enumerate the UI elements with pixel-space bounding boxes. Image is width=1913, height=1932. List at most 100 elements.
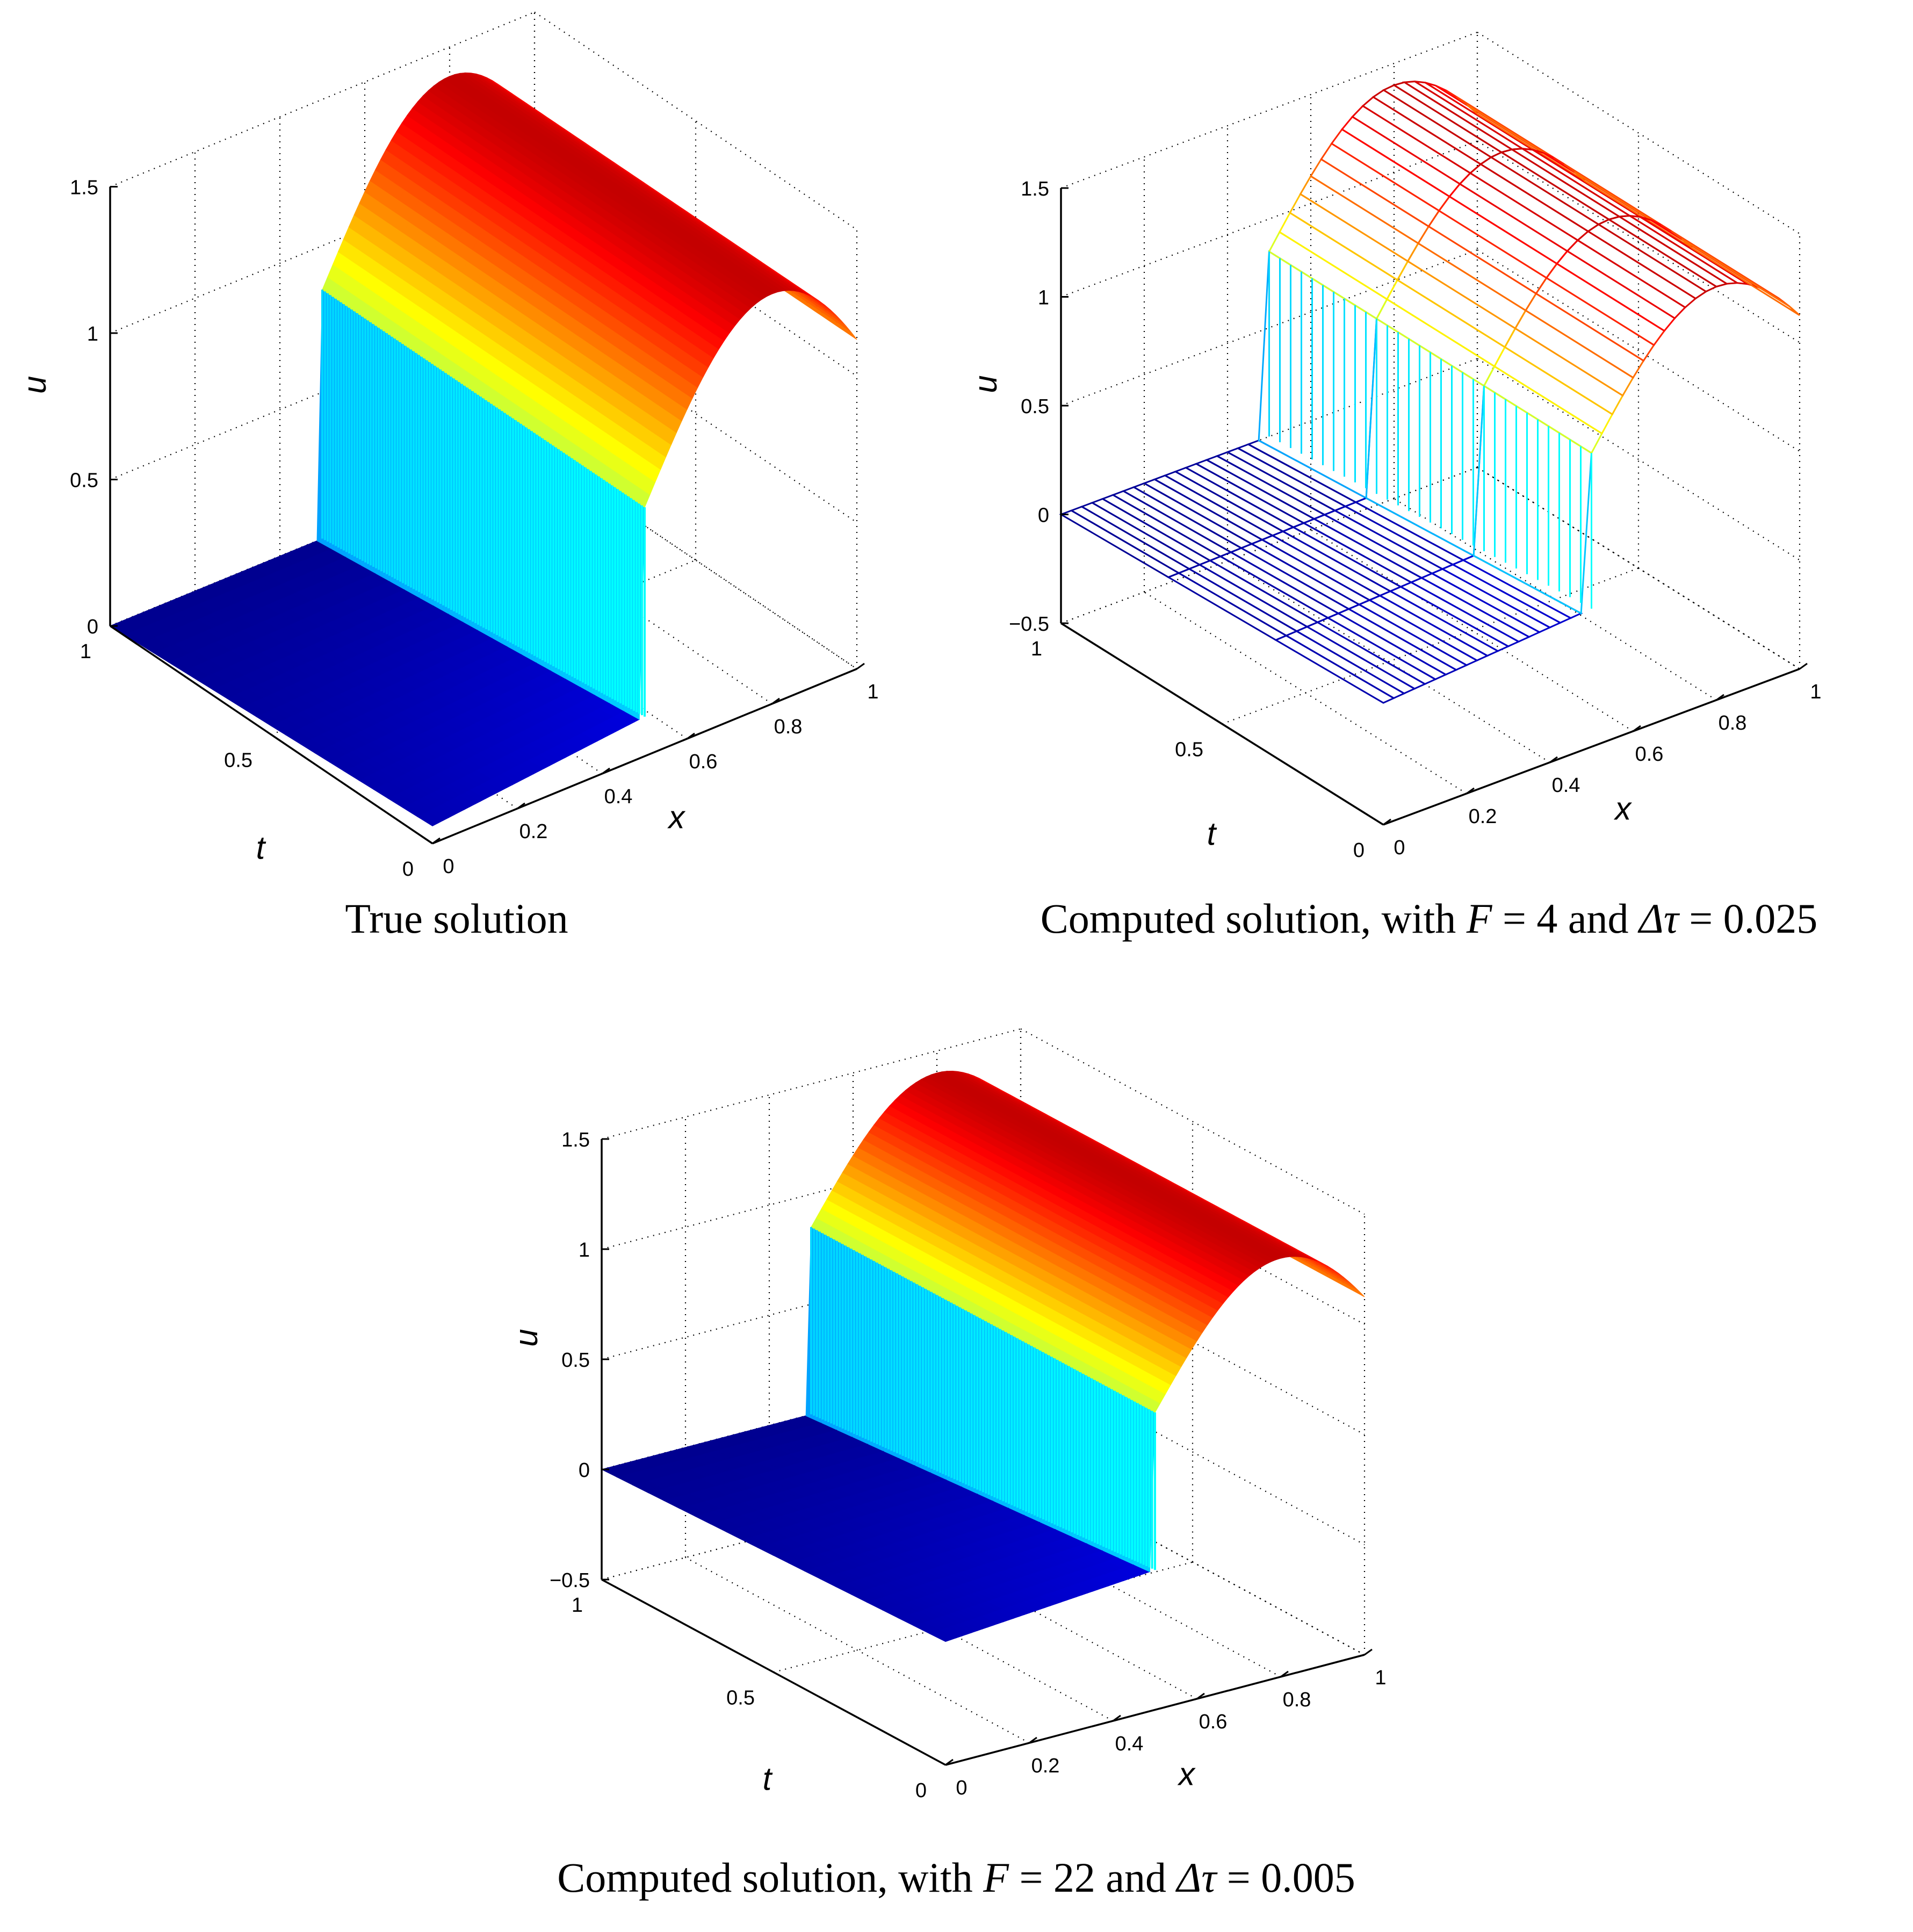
grid-line bbox=[1477, 32, 1800, 234]
surface-cell bbox=[1100, 494, 1223, 562]
t-tick-label: 0 bbox=[1353, 839, 1365, 862]
x-tick-mark bbox=[1549, 756, 1558, 763]
surface-cell bbox=[1493, 345, 1614, 435]
z-tick-label: 1 bbox=[87, 323, 98, 345]
z-tick-label: −0.5 bbox=[1009, 613, 1049, 636]
x-axis-line bbox=[1383, 668, 1800, 826]
x-tick-label: 1 bbox=[1375, 1667, 1386, 1689]
x-tick-mark bbox=[1383, 818, 1391, 826]
t-axis-line bbox=[1060, 622, 1384, 826]
x-tick-label: 0.8 bbox=[1719, 712, 1747, 734]
grid-line bbox=[1020, 1028, 1365, 1215]
z-tick-label: 1.5 bbox=[1021, 178, 1049, 200]
x-axis-label: x bbox=[1177, 1756, 1196, 1792]
t-axis-line bbox=[601, 1578, 946, 1766]
surface-cell bbox=[1681, 238, 1800, 316]
z-axis-label: u bbox=[17, 376, 53, 394]
surface-cell bbox=[1142, 478, 1264, 545]
surface-cell bbox=[1472, 384, 1593, 615]
t-axis-line bbox=[110, 625, 433, 845]
t-tick-label: 0.5 bbox=[1175, 739, 1203, 761]
t-axis-label: t bbox=[256, 830, 266, 866]
grid-line bbox=[1477, 358, 1800, 561]
z-tick-label: 0 bbox=[87, 616, 98, 638]
caption-mid2: = 0.005 bbox=[1216, 1854, 1355, 1901]
surface-cell bbox=[1607, 215, 1729, 288]
surface-cell bbox=[1343, 1282, 1365, 1297]
x-tick-label: 0.8 bbox=[1283, 1689, 1311, 1711]
x-tick-label: 0.4 bbox=[604, 785, 633, 808]
surface-cell bbox=[1440, 564, 1562, 629]
t-tick-label: 1 bbox=[572, 1594, 583, 1617]
surface-cell bbox=[1514, 309, 1635, 397]
jump-wall bbox=[810, 1227, 1156, 1570]
x-axis-label: x bbox=[667, 799, 686, 835]
caption-var-f: F bbox=[983, 1854, 1009, 1901]
surface-cell bbox=[1555, 250, 1676, 332]
surface-cell bbox=[1152, 474, 1275, 541]
grid-line bbox=[601, 1028, 1021, 1140]
z-tick-label: 1.5 bbox=[561, 1129, 590, 1151]
surface-mesh bbox=[109, 72, 857, 826]
x-tick-label: 0 bbox=[956, 1777, 967, 1799]
x-tick-mark bbox=[771, 697, 780, 705]
x-tick-label: 0 bbox=[1394, 837, 1405, 859]
surface-cell bbox=[1545, 262, 1666, 347]
surface-cell bbox=[1399, 581, 1521, 647]
caption-mid2: = 0.025 bbox=[1678, 895, 1818, 942]
x-tick-mark bbox=[1196, 1692, 1205, 1700]
t-axis-label: t bbox=[763, 1761, 773, 1797]
caption-computed-f4: Computed solution, with F = 4 and Δτ = 0… bbox=[945, 895, 1912, 943]
surface-cell bbox=[1504, 327, 1624, 416]
caption-mid1: = 4 and bbox=[1492, 895, 1640, 942]
grid-line bbox=[1477, 467, 1800, 669]
caption-var-dtau: Δτ bbox=[1176, 1854, 1217, 1901]
surface-cell bbox=[1419, 572, 1541, 638]
x-tick-mark bbox=[1113, 1714, 1121, 1722]
x-tick-mark bbox=[432, 837, 441, 845]
surface-cell bbox=[1365, 317, 1485, 557]
surface-cell bbox=[1461, 554, 1583, 619]
x-axis-label: x bbox=[1613, 791, 1632, 827]
surface-cell bbox=[1427, 210, 1548, 295]
x-tick-mark bbox=[1364, 1648, 1373, 1656]
z-tick-label: 0.5 bbox=[1021, 395, 1049, 418]
surface-cell bbox=[1367, 595, 1490, 661]
x-tick-mark bbox=[1466, 787, 1475, 795]
surface-cell bbox=[1371, 89, 1493, 165]
grid-line bbox=[1477, 140, 1800, 343]
x-axis-line bbox=[432, 668, 857, 845]
z-tick-label: 0.5 bbox=[70, 470, 98, 492]
surface-mesh bbox=[601, 1071, 1365, 1642]
t-tick-label: 1 bbox=[80, 640, 91, 663]
x-tick-mark bbox=[517, 802, 525, 810]
x-tick-mark bbox=[856, 662, 865, 670]
x-tick-label: 0.6 bbox=[689, 751, 718, 773]
z-tick-label: 1.5 bbox=[70, 177, 98, 199]
t-tick-label: 0.5 bbox=[726, 1687, 755, 1710]
x-tick-mark bbox=[1799, 662, 1808, 670]
x-tick-label: 1 bbox=[1810, 681, 1821, 703]
surface-cell bbox=[1289, 193, 1409, 282]
surface-cell bbox=[1499, 148, 1622, 221]
surface-cell bbox=[1183, 463, 1306, 528]
z-axis-label: u bbox=[508, 1329, 544, 1346]
surface-cell bbox=[1438, 195, 1558, 279]
t-tick-label: 0 bbox=[915, 1779, 927, 1802]
caption-computed-f22: Computed solution, with F = 22 and Δτ = … bbox=[446, 1854, 1467, 1902]
surface-cell bbox=[836, 322, 857, 340]
x-tick-label: 0.2 bbox=[1469, 805, 1497, 828]
z-tick-label: 0 bbox=[579, 1459, 590, 1482]
surface-cell bbox=[1111, 490, 1233, 558]
caption-mid1: = 22 and bbox=[1008, 1854, 1177, 1901]
z-tick-label: 0 bbox=[1038, 504, 1049, 527]
surface-cell bbox=[1080, 502, 1202, 570]
surface-cell bbox=[1121, 486, 1244, 553]
x-tick-label: 0.2 bbox=[1031, 1755, 1060, 1777]
surface-cell bbox=[1388, 586, 1510, 652]
jump-wall bbox=[321, 290, 646, 717]
grid-line bbox=[1477, 249, 1800, 452]
caption-true-solution: True solution bbox=[322, 895, 591, 943]
